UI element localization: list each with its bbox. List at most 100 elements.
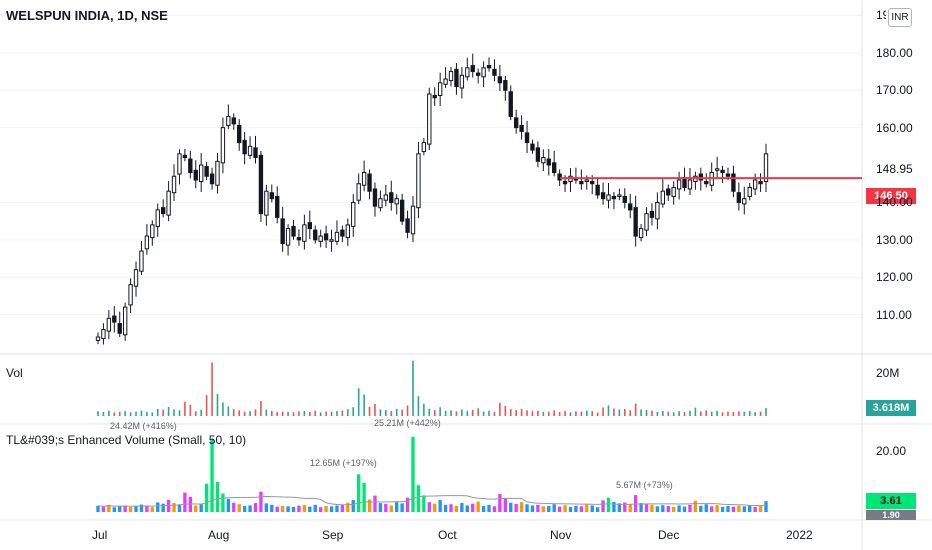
candle-body — [253, 147, 258, 159]
volume-bar — [238, 410, 241, 416]
enhanced-volume-bar — [242, 506, 247, 512]
candle-body — [628, 203, 633, 211]
volume-bar — [634, 403, 637, 416]
enhanced-volume-bar — [199, 503, 203, 512]
candle-body — [758, 180, 763, 185]
volume-bar — [499, 402, 501, 416]
time-tick-label: Oct — [438, 528, 457, 542]
enhanced-volume-bar — [514, 503, 518, 512]
enhanced-volume-bar — [595, 507, 600, 512]
enhanced-volume-label[interactable]: TL&#039;s Enhanced Volume (Small, 50, 10… — [6, 433, 247, 447]
volume-bar — [287, 411, 289, 416]
candle-body — [150, 224, 155, 239]
candle-body — [166, 190, 171, 216]
candle-body — [742, 198, 747, 205]
candle-body — [399, 199, 405, 222]
enhanced-volume-bar — [481, 506, 486, 512]
volume-bar — [406, 405, 409, 416]
enhanced-volume-bar — [172, 503, 176, 512]
enhanced-volume-bar — [438, 500, 442, 512]
volume-bar — [526, 410, 528, 416]
enhanced-volume-bar — [405, 497, 410, 512]
candle-body — [725, 173, 731, 177]
time-tick-label: Sep — [322, 528, 344, 542]
price-tick-label: 148.95 — [876, 161, 913, 176]
volume-bar — [379, 409, 382, 416]
enhanced-volume-bar — [454, 505, 459, 512]
volume-bar — [412, 360, 414, 416]
enhanced-volume-bar — [96, 505, 100, 512]
candle-body — [503, 80, 508, 91]
volume-bar — [151, 412, 154, 416]
enhanced-volume-bar — [356, 474, 361, 512]
candle-body — [112, 315, 117, 323]
volume-bar — [444, 410, 447, 416]
volume-spike-annotation: 24.42M (+416%) — [110, 421, 177, 431]
volume-bar — [167, 406, 170, 416]
currency-button[interactable]: INR — [888, 8, 912, 27]
volume-bar — [716, 410, 718, 416]
candle-body — [704, 180, 709, 185]
candle-body — [323, 233, 329, 241]
enhanced-volume-bar — [563, 505, 567, 512]
volume-bar — [298, 411, 300, 416]
volume-pane-label[interactable]: Vol — [6, 366, 23, 380]
price-tick-label: 180.00 — [876, 45, 913, 60]
volume-bar — [564, 410, 566, 416]
candle-body — [231, 117, 236, 125]
candle-body — [410, 205, 416, 235]
enhanced-volume-bar — [373, 495, 377, 512]
candle-body — [242, 139, 247, 155]
candle-body — [752, 179, 758, 190]
enhanced-volume-bar — [422, 495, 426, 512]
enhanced-volume-bar — [270, 504, 274, 512]
candle-body — [416, 153, 421, 209]
candle-body — [291, 225, 296, 237]
candle-body — [204, 166, 209, 177]
enhanced-volume-bar — [666, 506, 670, 512]
enhanced-volume-bar — [715, 505, 719, 512]
symbol-title[interactable]: WELSPUN INDIA, 1D, NSE — [6, 8, 168, 23]
volume-bar — [694, 407, 697, 416]
volume-bar — [721, 412, 724, 416]
volume-bar — [482, 411, 485, 416]
enhanced-volume-bar — [318, 507, 323, 512]
volume-bar — [689, 410, 691, 416]
enhanced-volume-bar — [259, 491, 263, 512]
volume-bar — [363, 394, 365, 416]
candle-body — [302, 224, 307, 242]
enhanced-volume-bar — [753, 506, 757, 512]
candle-body — [590, 180, 595, 185]
volume-bar — [162, 409, 164, 416]
volume-bar — [531, 411, 534, 416]
candle-body — [193, 169, 198, 181]
candle-body — [666, 188, 671, 196]
enhanced-volume-bar — [509, 502, 513, 512]
enhanced-volume-bar — [693, 500, 698, 512]
volume-bar — [243, 411, 246, 416]
enhanced-volume-bar — [661, 505, 665, 512]
enhanced-volume-bar — [699, 505, 703, 512]
candle-body — [128, 284, 133, 306]
enhanced-volume-bar — [547, 506, 551, 512]
candle-body — [280, 218, 285, 245]
enhanced-volume-bar — [628, 504, 632, 512]
enhanced-volume-bar — [574, 505, 578, 512]
candle-body — [437, 82, 443, 96]
enhanced-volume-bar — [639, 503, 643, 512]
volume-bar — [575, 411, 577, 416]
enhanced-volume-bar — [650, 504, 654, 512]
candle-body — [258, 154, 264, 215]
candle-body — [459, 74, 465, 89]
enhanced-volume-bar — [324, 506, 328, 512]
price-tick-label: 170.00 — [876, 83, 913, 98]
time-tick-label: Nov — [550, 528, 572, 542]
candle-body — [383, 194, 389, 201]
volume-bar — [683, 412, 686, 416]
volume-bar — [336, 411, 338, 416]
enhanced-volume-bar — [128, 506, 133, 512]
enhanced-volume-bar — [617, 503, 622, 512]
volume-bar — [580, 411, 583, 416]
